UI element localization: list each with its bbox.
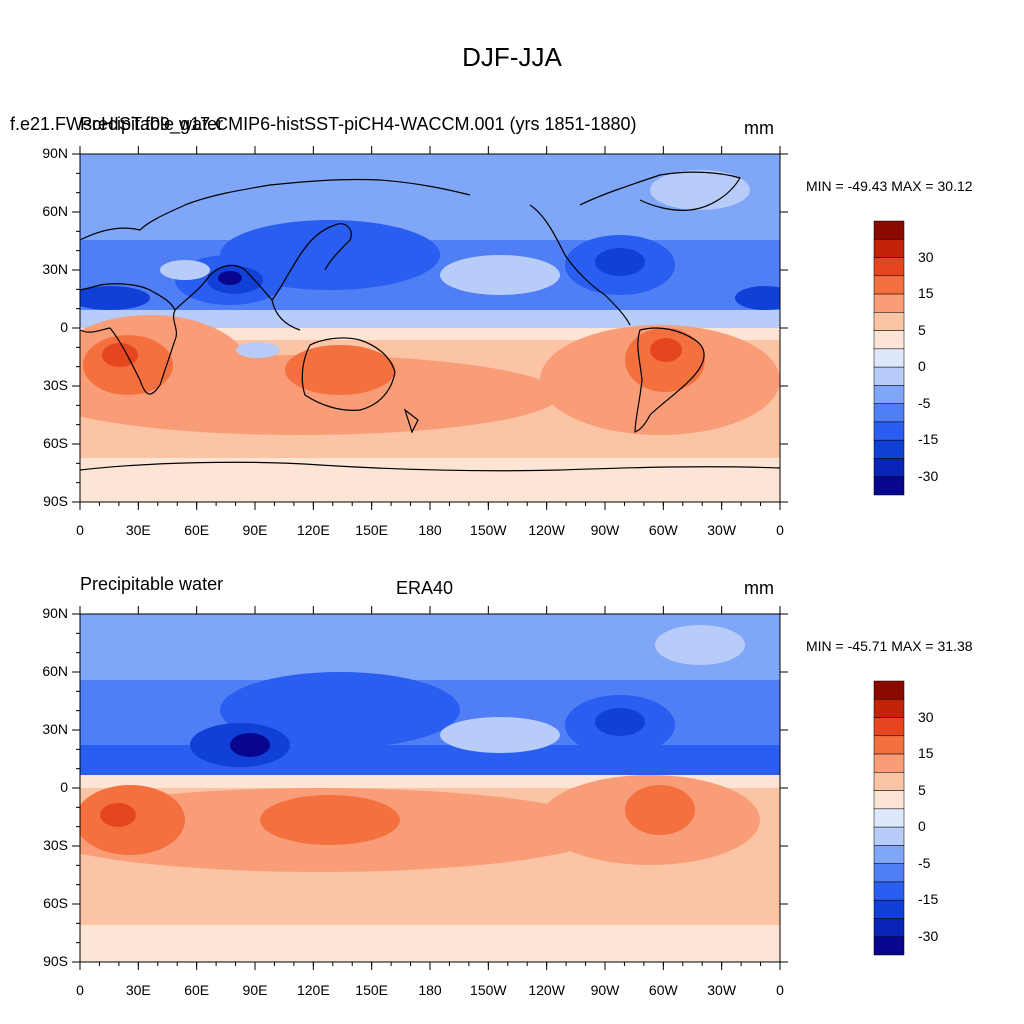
colorbar-swatch [873,348,905,368]
colorbar-swatch [873,476,905,496]
colorbar-swatch [873,385,905,404]
colorbar-label: -5 [918,394,931,411]
lon-tick-label: 150E [355,982,388,998]
colorbar-swatch [873,458,905,477]
colorbar-swatch [873,899,905,919]
lon-tick-label: 150W [470,982,507,998]
panel1-coastlines [80,171,780,472]
lat-tick-label: 30S [43,377,68,393]
lat-tick-label: 90N [42,145,68,161]
lon-tick-label: 90E [242,522,268,538]
lon-tick-label: 180 [418,522,442,538]
lon-tick-label: 120W [528,982,565,998]
lon-tick-label: 30E [125,522,151,538]
colorbar-swatch [873,239,905,258]
colorbar-label: 30 [918,708,934,725]
lon-tick-label: 90E [242,982,268,998]
lon-tick-label: 150E [355,522,388,538]
colorbar-swatch [873,808,905,828]
lon-tick-label: 60E [184,522,210,538]
colorbar-swatch [873,826,905,846]
colorbar-swatch [873,699,905,718]
colorbar-label: 30 [918,248,934,265]
lon-tick-label: 0 [76,982,84,998]
lat-tick-label: 30N [42,721,68,737]
lon-tick-label: 30E [125,982,151,998]
panel2-minmax: MIN = -45.71 MAX = 31.38 [806,638,973,654]
panel2-variable-label: Precipitable water [80,574,224,594]
lat-tick-label: 30S [43,837,68,853]
lon-tick-label: 120E [296,982,330,998]
panel1-minmax: MIN = -49.43 MAX = 30.12 [806,178,973,194]
lat-tick-label: 90S [43,493,68,509]
lon-tick-label: 120W [528,522,565,538]
lon-tick-label: 90W [590,982,620,998]
colorbar-swatch [873,790,905,810]
panel2-units-label: mm [744,578,774,598]
lon-tick-label: 150W [470,522,507,538]
lat-tick-label: 60S [43,895,68,911]
colorbar-swatch [873,275,905,295]
colorbar-label: 15 [918,285,934,302]
lon-tick-label: 30W [707,982,737,998]
lat-tick-label: 60S [43,435,68,451]
lon-tick-label: 180 [418,982,442,998]
colorbar-swatch [873,293,905,313]
lat-tick-label: 60N [42,663,68,679]
lon-tick-label: 0 [776,982,784,998]
colorbar-swatch [873,312,905,331]
lon-tick-label: 30W [707,522,737,538]
panel1-map [80,154,780,502]
colorbar-label: 0 [918,358,926,375]
colorbar-swatch [873,403,905,423]
lon-tick-label: 60W [648,982,678,998]
colorbar-swatch [873,220,905,240]
colorbar-label: -15 [918,891,939,908]
colorbar-label: 5 [918,321,926,338]
colorbars [873,220,905,956]
colorbar-label: 5 [918,781,926,798]
lat-tick-label: 0 [60,319,68,335]
lat-tick-label: 0 [60,779,68,795]
colorbar-swatch [873,366,905,386]
axes-ticks [72,146,788,970]
colorbar-swatch [873,936,905,956]
colorbar-swatch [873,717,905,737]
colorbar-label: 15 [918,745,934,762]
lon-tick-label: 0 [76,522,84,538]
panel1-variable-label: Precipitable water [80,114,224,134]
colorbar-swatch [873,918,905,937]
colorbar-swatch [873,753,905,773]
colorbar-label: -5 [918,854,931,871]
colorbar-swatch [873,772,905,791]
lat-tick-label: 90N [42,605,68,621]
colorbar-swatch [873,330,905,350]
colorbar-swatch [873,680,905,700]
colorbar-swatch [873,881,905,901]
colorbar-label: -15 [918,431,939,448]
colorbar-label: -30 [918,927,939,944]
colorbar-label: 0 [918,818,926,835]
lon-tick-label: 60W [648,522,678,538]
colorbar-swatch [873,845,905,864]
figure-title: DJF-JJA [462,42,562,72]
colorbar-swatch [873,257,905,277]
lon-tick-label: 60E [184,982,210,998]
colorbar-swatch [873,863,905,883]
panel1-units-label: mm [744,118,774,138]
lat-tick-label: 90S [43,953,68,969]
panel2-map [80,614,780,962]
lon-tick-label: 90W [590,522,620,538]
colorbar-label: -30 [918,467,939,484]
colorbar-swatch [873,421,905,441]
colorbar-swatch [873,735,905,755]
lon-tick-label: 120E [296,522,330,538]
colorbar-swatch [873,439,905,459]
lon-tick-label: 0 [776,522,784,538]
lat-tick-label: 30N [42,261,68,277]
lat-tick-label: 60N [42,203,68,219]
panel2-dataset-label: ERA40 [396,578,454,598]
panel1-experiment-label: f.e21.FWscHIST.f09_g17.CMIP6-histSST-piC… [10,114,637,134]
